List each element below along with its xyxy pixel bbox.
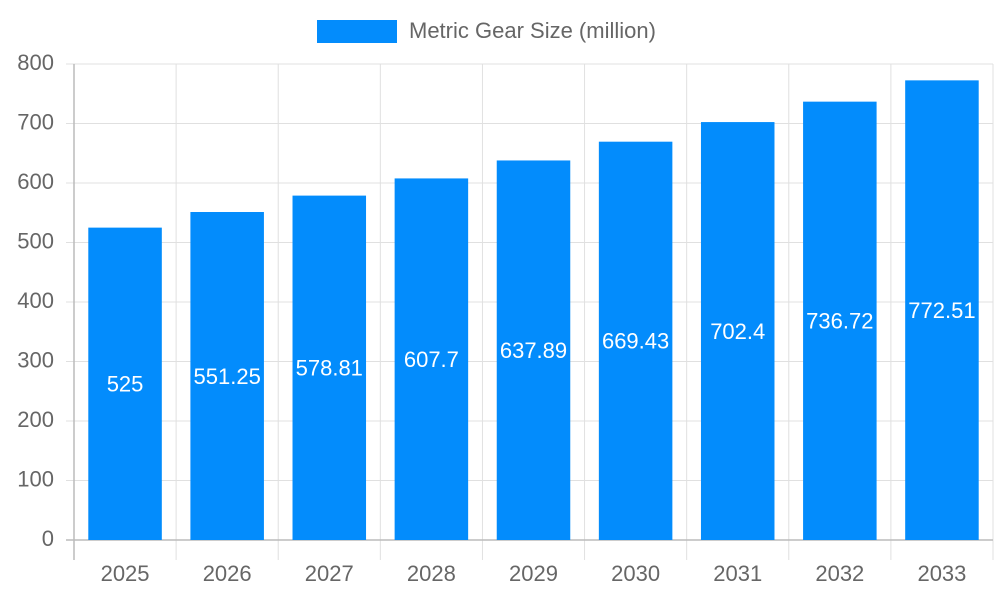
legend-label[interactable]: Metric Gear Size (million): [409, 18, 656, 43]
bar: [88, 227, 162, 540]
data-label: 669.43: [602, 329, 669, 354]
bar: [700, 122, 775, 541]
data-label: 637.89: [500, 338, 567, 363]
data-label: 551.25: [194, 364, 261, 389]
y-tick-label: 0: [42, 526, 54, 551]
y-tick-label: 600: [17, 169, 54, 194]
x-tick-label: 2032: [815, 561, 864, 586]
y-tick-label: 800: [17, 50, 54, 75]
bar: [598, 141, 673, 540]
legend[interactable]: Metric Gear Size (million): [317, 18, 656, 43]
x-tick-label: 2027: [305, 561, 354, 586]
data-label: 578.81: [296, 356, 363, 381]
x-tick-label: 2025: [101, 561, 150, 586]
bar: [905, 80, 979, 540]
x-tick-label: 2028: [407, 561, 456, 586]
bar: [803, 101, 877, 540]
data-label: 736.72: [806, 309, 873, 334]
y-tick-label: 200: [17, 407, 54, 432]
x-tick-label: 2026: [203, 561, 252, 586]
data-label: 607.7: [404, 347, 459, 372]
y-tick-label: 100: [17, 466, 54, 491]
x-tick-label: 2030: [611, 561, 660, 586]
bar: [496, 160, 571, 540]
data-label: 772.51: [908, 298, 975, 323]
data-label: 525: [107, 372, 144, 397]
bar: [190, 212, 264, 540]
bar: [394, 178, 469, 540]
legend-swatch[interactable]: [317, 20, 397, 43]
y-tick-label: 500: [17, 228, 54, 253]
x-tick-label: 2029: [509, 561, 558, 586]
data-label: 702.4: [710, 319, 765, 344]
bar: [292, 195, 367, 541]
y-tick-label: 400: [17, 288, 54, 313]
x-tick-label: 2031: [713, 561, 762, 586]
x-tick-label: 2033: [917, 561, 966, 586]
y-tick-label: 700: [17, 109, 54, 134]
y-tick-label: 300: [17, 347, 54, 372]
